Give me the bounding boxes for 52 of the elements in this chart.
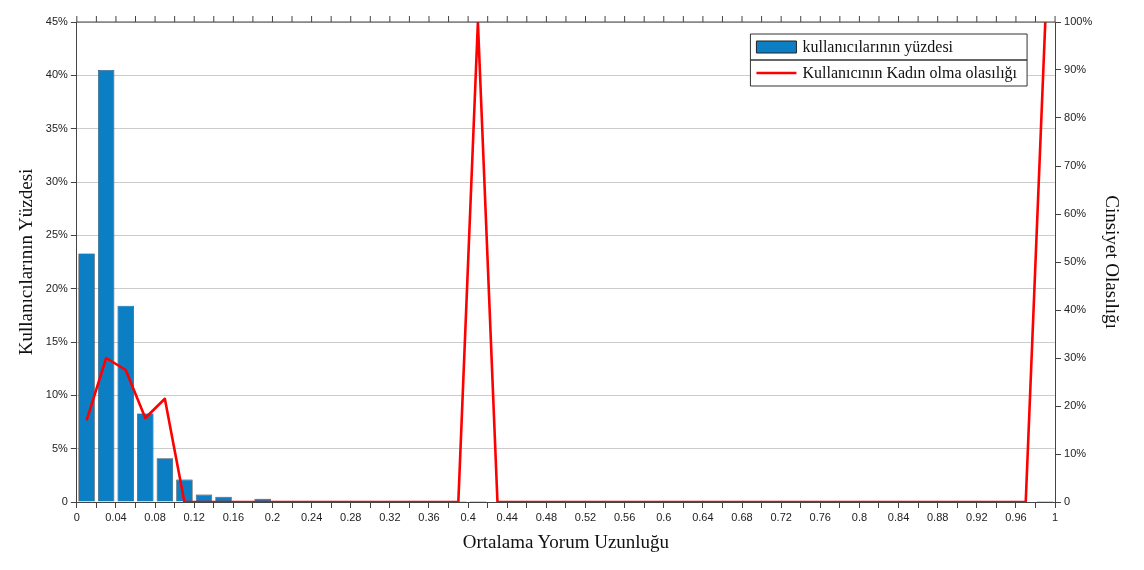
- y2-tick-label: 30%: [1064, 351, 1087, 364]
- x-tick-label: 0.04: [105, 510, 127, 523]
- x-tick-label: 0.08: [144, 510, 166, 523]
- y-tick-label: 25%: [45, 228, 69, 241]
- y2-tick-label: 0: [1064, 495, 1071, 508]
- y2-tick-label: 80%: [1064, 111, 1087, 124]
- x-tick-label: 0.92: [966, 510, 988, 523]
- x-tick-label: 0.56: [613, 510, 636, 523]
- y2-tick-label: 40%: [1064, 303, 1087, 316]
- x-tick-label: 0.68: [731, 510, 753, 523]
- x-tick-label: 0.52: [574, 510, 597, 523]
- y2-tick-label: 50%: [1064, 255, 1087, 268]
- x-tick-label: 0.28: [340, 510, 362, 523]
- y-tick-label: 40%: [45, 68, 69, 81]
- y-tick-label: 0: [61, 495, 68, 508]
- x-tick-label: 0.84: [887, 510, 910, 523]
- legend-label: kullanıcılarının yüzdesi: [802, 38, 954, 57]
- y2-tick-label: 70%: [1064, 159, 1087, 172]
- x-tick-label: 0.44: [496, 510, 518, 523]
- x-tick-label: 0.4: [460, 510, 476, 523]
- x-tick-label: 0.2: [264, 510, 281, 523]
- y2-tick-label: 90%: [1064, 63, 1087, 76]
- y-tick-label: 45%: [45, 15, 69, 28]
- y-tick-label: 35%: [45, 121, 69, 134]
- y2-tick-label: 100%: [1064, 15, 1093, 28]
- x-tick-label: 0.96: [1005, 510, 1027, 523]
- y2-tick-label: 60%: [1064, 207, 1087, 220]
- y2-tick-label: 10%: [1064, 447, 1087, 460]
- y-tick-label: 15%: [45, 335, 69, 348]
- x-tick-label: 1: [1052, 510, 1059, 523]
- x-tick-label: 0.16: [222, 510, 245, 523]
- x-tick-label: 0.76: [809, 510, 831, 523]
- x-tick-label: 0.24: [300, 510, 323, 523]
- x-tick-label: 0.8: [851, 510, 868, 523]
- x-tick-label: 0.36: [418, 510, 440, 523]
- x-tick-label: 0.48: [535, 510, 558, 523]
- legend-label: Kullanıcının Kadın olma olasılığı: [802, 64, 1018, 83]
- y-axis-title: Kullanıcılarının Yüzdesi: [15, 168, 37, 356]
- x-tick-label: 0.64: [692, 510, 714, 523]
- y2-tick-label: 20%: [1064, 399, 1087, 412]
- y-tick-label: 10%: [45, 388, 69, 401]
- x-tick-label: 0: [73, 510, 80, 523]
- x-axis-title: Ortalama Yorum Uzunluğu: [462, 530, 670, 552]
- x-tick-label: 0.32: [379, 510, 401, 523]
- x-tick-label: 0.12: [183, 510, 205, 523]
- x-tick-label: 0.88: [926, 510, 949, 523]
- y2-axis-title: Cinsiyet Olasılığı: [1101, 195, 1123, 329]
- x-tick-label: 0.6: [656, 510, 672, 523]
- y-tick-label: 30%: [45, 175, 69, 188]
- y-tick-label: 5%: [51, 441, 69, 454]
- x-tick-label: 0.72: [770, 510, 792, 523]
- y-tick-label: 20%: [45, 281, 69, 294]
